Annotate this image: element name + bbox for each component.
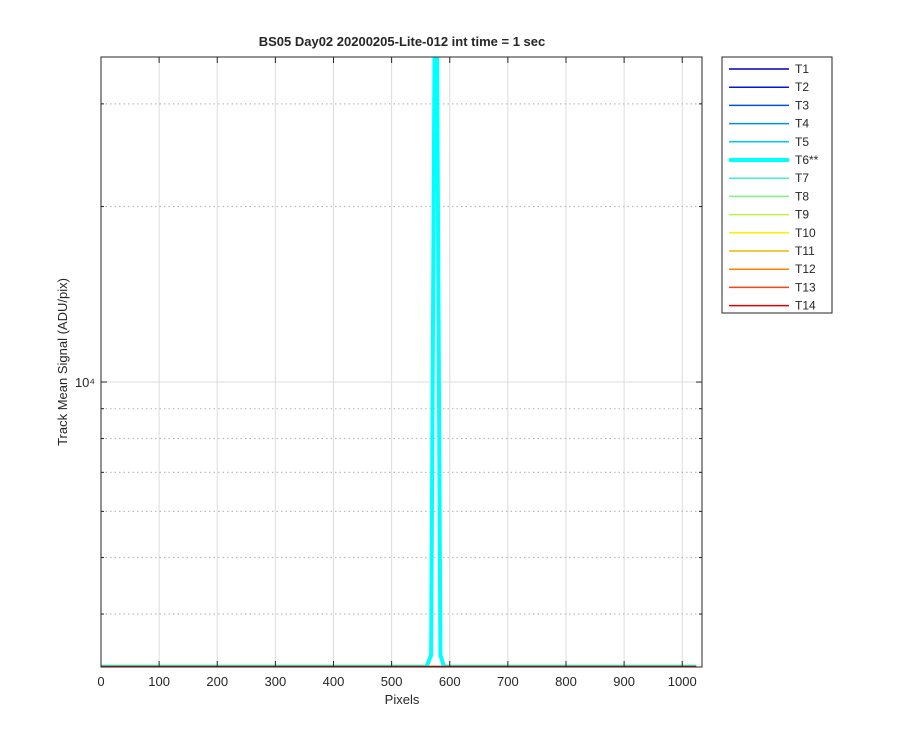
- legend-label: T3: [795, 98, 809, 112]
- x-tick-label: 800: [555, 674, 577, 689]
- x-tick-label: 0: [97, 674, 104, 689]
- plot-area: [101, 57, 702, 667]
- x-tick-label: 300: [265, 674, 287, 689]
- legend-label: T5: [795, 135, 809, 149]
- y-tick-label: 10⁴: [75, 375, 95, 390]
- ticks: 0 100 200 300 400 500 600 700 800 900 1000 10⁴: [75, 57, 702, 689]
- legend-label: T8: [795, 189, 809, 203]
- series-line: [101, 57, 697, 667]
- legend-label: T13: [795, 280, 816, 294]
- x-tick-label: 1000: [668, 674, 697, 689]
- x-tick-label: 900: [613, 674, 635, 689]
- x-tick-label: 400: [323, 674, 345, 689]
- legend-label: T14: [795, 299, 816, 313]
- x-tick-label: 600: [439, 674, 461, 689]
- legend-label: T2: [795, 80, 809, 94]
- legend-label: T1: [795, 62, 809, 76]
- legend: T1 T2 T3 T4 T5 T6** T7 T8 T9 T10 T11 T12 T13 T14: [729, 62, 819, 313]
- legend-box: [721, 56, 833, 314]
- x-tick-label: 700: [497, 674, 519, 689]
- axes-box: [100, 56, 703, 668]
- grid: [100, 57, 702, 667]
- x-axis-label: Pixels: [385, 692, 420, 707]
- legend-label: T6**: [795, 153, 819, 167]
- legend-label: T9: [795, 208, 809, 222]
- legend-label: T12: [795, 262, 816, 276]
- legend-label: T7: [795, 171, 809, 185]
- x-tick-label: 200: [206, 674, 228, 689]
- legend-label: T4: [795, 117, 809, 131]
- chart-title: BS05 Day02 20200205-Lite-012 int time = …: [259, 34, 546, 49]
- x-tick-label: 100: [148, 674, 170, 689]
- legend-label: T11: [795, 244, 815, 258]
- y-axis-label: Track Mean Signal (ADU/pix): [55, 278, 70, 446]
- x-tick-label: 500: [381, 674, 403, 689]
- legend-label: T10: [795, 226, 816, 240]
